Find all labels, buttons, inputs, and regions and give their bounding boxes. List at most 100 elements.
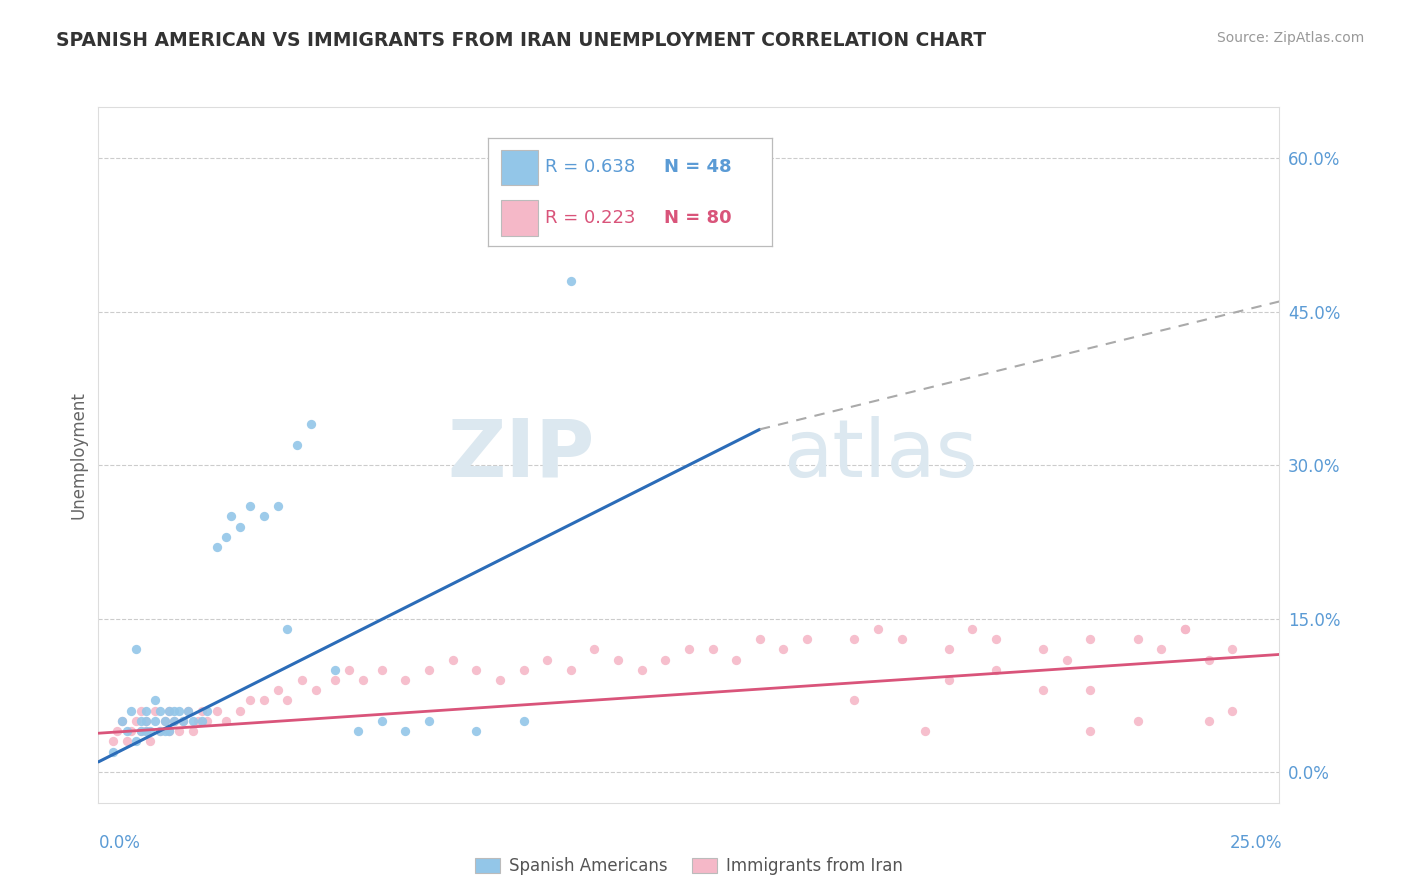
Point: [352, 673, 374, 687]
Point: [129, 724, 152, 739]
Point: [239, 499, 262, 513]
Point: [866, 622, 889, 636]
Point: [239, 693, 262, 707]
Point: [1174, 622, 1197, 636]
Point: [153, 714, 176, 728]
Legend: Spanish Americans, Immigrants from Iran: Spanish Americans, Immigrants from Iran: [468, 850, 910, 881]
Point: [276, 622, 298, 636]
Point: [844, 693, 866, 707]
Point: [135, 714, 157, 728]
Point: [984, 632, 1007, 646]
Point: [125, 734, 148, 748]
Point: [1174, 622, 1197, 636]
Point: [143, 693, 166, 707]
Point: [371, 663, 394, 677]
Point: [149, 724, 172, 739]
Point: [347, 724, 370, 739]
Point: [143, 704, 166, 718]
Point: [195, 704, 218, 718]
Point: [191, 704, 214, 718]
Point: [1220, 704, 1243, 718]
Point: [654, 652, 676, 666]
Point: [1126, 714, 1149, 728]
Point: [337, 663, 360, 677]
Point: [135, 724, 157, 739]
Point: [135, 724, 157, 739]
Point: [489, 673, 512, 687]
Point: [149, 704, 172, 718]
Point: [267, 683, 290, 698]
Point: [181, 714, 204, 728]
Point: [157, 724, 180, 739]
Point: [323, 663, 346, 677]
Point: [129, 704, 152, 718]
Point: [418, 663, 440, 677]
FancyBboxPatch shape: [501, 201, 537, 236]
Point: [844, 632, 866, 646]
Point: [163, 714, 186, 728]
Point: [890, 632, 912, 646]
Point: [702, 202, 724, 217]
Point: [177, 704, 200, 718]
Point: [167, 724, 190, 739]
Point: [125, 714, 148, 728]
Point: [125, 642, 148, 657]
Point: [285, 438, 308, 452]
Point: [441, 652, 464, 666]
Point: [105, 724, 128, 739]
Text: 0.0%: 0.0%: [98, 834, 141, 852]
Text: R = 0.223: R = 0.223: [546, 209, 636, 227]
Point: [702, 642, 724, 657]
Point: [111, 714, 134, 728]
Point: [121, 724, 143, 739]
Point: [129, 714, 152, 728]
Point: [215, 714, 238, 728]
Point: [143, 714, 166, 728]
Point: [205, 704, 228, 718]
Point: [1198, 652, 1220, 666]
Point: [139, 734, 162, 748]
Point: [157, 724, 180, 739]
Point: [1220, 642, 1243, 657]
Point: [536, 652, 558, 666]
Point: [418, 714, 440, 728]
Text: N = 48: N = 48: [664, 159, 731, 177]
Point: [938, 673, 960, 687]
Text: N = 80: N = 80: [664, 209, 731, 227]
Point: [121, 704, 143, 718]
Point: [1126, 632, 1149, 646]
Point: [1056, 652, 1078, 666]
Point: [512, 714, 534, 728]
Point: [305, 683, 328, 698]
Y-axis label: Unemployment: Unemployment: [69, 391, 87, 519]
Point: [181, 724, 204, 739]
Point: [205, 540, 228, 554]
Text: SPANISH AMERICAN VS IMMIGRANTS FROM IRAN UNEMPLOYMENT CORRELATION CHART: SPANISH AMERICAN VS IMMIGRANTS FROM IRAN…: [56, 31, 987, 50]
Point: [607, 652, 630, 666]
Point: [1032, 642, 1054, 657]
Point: [560, 663, 582, 677]
Point: [101, 745, 124, 759]
Point: [465, 724, 488, 739]
Point: [219, 509, 242, 524]
Text: atlas: atlas: [783, 416, 977, 494]
Point: [1150, 642, 1173, 657]
Point: [135, 714, 157, 728]
Point: [163, 714, 186, 728]
Point: [583, 642, 606, 657]
Point: [678, 642, 700, 657]
Point: [465, 663, 488, 677]
Point: [984, 663, 1007, 677]
Point: [323, 673, 346, 687]
Point: [149, 724, 172, 739]
Point: [371, 714, 394, 728]
Point: [630, 663, 652, 677]
Point: [1080, 724, 1102, 739]
Point: [139, 724, 162, 739]
Point: [276, 693, 298, 707]
Point: [1198, 714, 1220, 728]
Point: [560, 274, 582, 288]
FancyBboxPatch shape: [501, 150, 537, 186]
Point: [163, 704, 186, 718]
Point: [267, 499, 290, 513]
